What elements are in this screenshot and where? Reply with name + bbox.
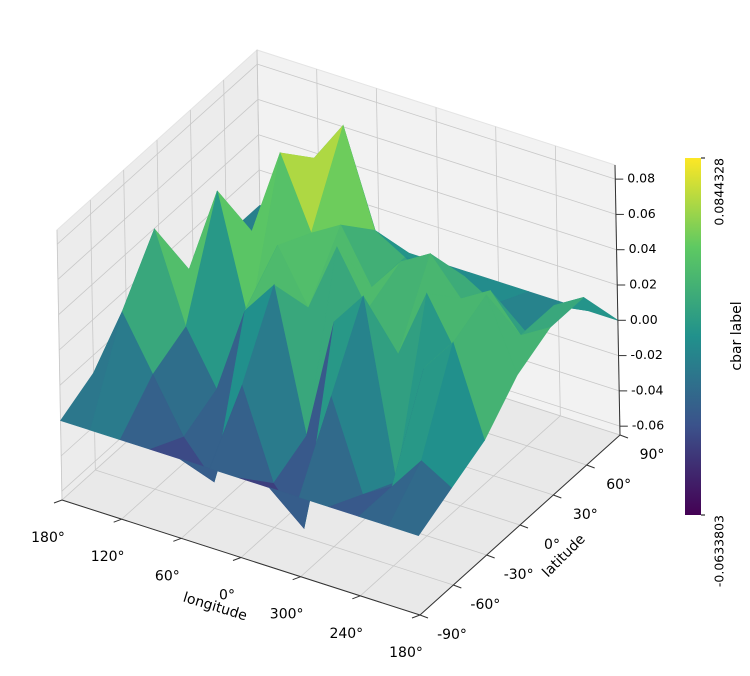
y-tick-label: -60° (470, 597, 500, 613)
y-tick-label: 90° (640, 447, 665, 463)
x-tick-label: 120° (91, 549, 125, 565)
y-tick (419, 614, 429, 619)
surface (60, 124, 619, 536)
y-tick (619, 434, 629, 439)
colorbar (685, 158, 701, 515)
y-tick-label: 30° (573, 507, 598, 523)
x-tick-label: 240° (329, 626, 363, 642)
y-tick (519, 524, 529, 529)
colorbar-tick-label: 0.0844328 (712, 158, 727, 226)
x-tick (53, 499, 63, 504)
colorbar-label: cbar label (729, 301, 745, 370)
z-tick-label: -0.04 (631, 382, 663, 397)
z-axis-line (614, 164, 621, 436)
z-grid-line (56, 63, 258, 245)
z-grid-line (257, 63, 616, 180)
z-tick-label: 0.08 (627, 171, 655, 186)
z-grid-line (58, 134, 259, 316)
z-grid-line (257, 99, 617, 215)
y-tick-label: 60° (606, 477, 631, 493)
x-tick (173, 537, 182, 542)
z-tick-label: 0.02 (629, 277, 657, 292)
x-grid-line (554, 145, 561, 416)
axes: 180° 120° 60° 0° 300° 240° 180° -90°-60°-30° 0° 3… (31, 164, 665, 661)
x-tick (352, 595, 361, 600)
x-tick-label: 60° (155, 568, 180, 584)
x-tick (292, 576, 301, 581)
z-grid-line (57, 99, 259, 280)
y-tick-label: -90° (437, 627, 467, 643)
x-tick (113, 518, 122, 523)
x-tick-label: 180° (389, 645, 423, 661)
x-tick (411, 614, 421, 619)
z-tick-label: 0.00 (630, 312, 658, 327)
x-axis-line (61, 499, 421, 616)
z-tick-label: 0.04 (629, 241, 657, 256)
x-tick-label: 180° (31, 530, 65, 546)
y-tick (586, 464, 595, 469)
colorbar-tick-label: -0.0633803 (712, 515, 727, 587)
y-grid-line (56, 229, 63, 501)
z-tick-label: 0.06 (628, 206, 656, 221)
y-grid-line (95, 469, 454, 586)
y-tick (453, 584, 462, 589)
y-tick (486, 554, 495, 559)
x-axis-label: longitude (181, 590, 249, 625)
surface-patch (388, 460, 452, 536)
z-tick-label: -0.06 (632, 418, 664, 433)
z-tick-label: -0.02 (631, 347, 663, 362)
x-tick-label: 300° (270, 607, 304, 623)
y-tick (553, 494, 562, 499)
x-tick-label: 0° (219, 588, 235, 604)
y-tick-label: -30° (504, 567, 534, 583)
y-axis-line (419, 434, 621, 616)
y-tick-label: 0° (544, 537, 560, 553)
x-tick (232, 557, 242, 561)
